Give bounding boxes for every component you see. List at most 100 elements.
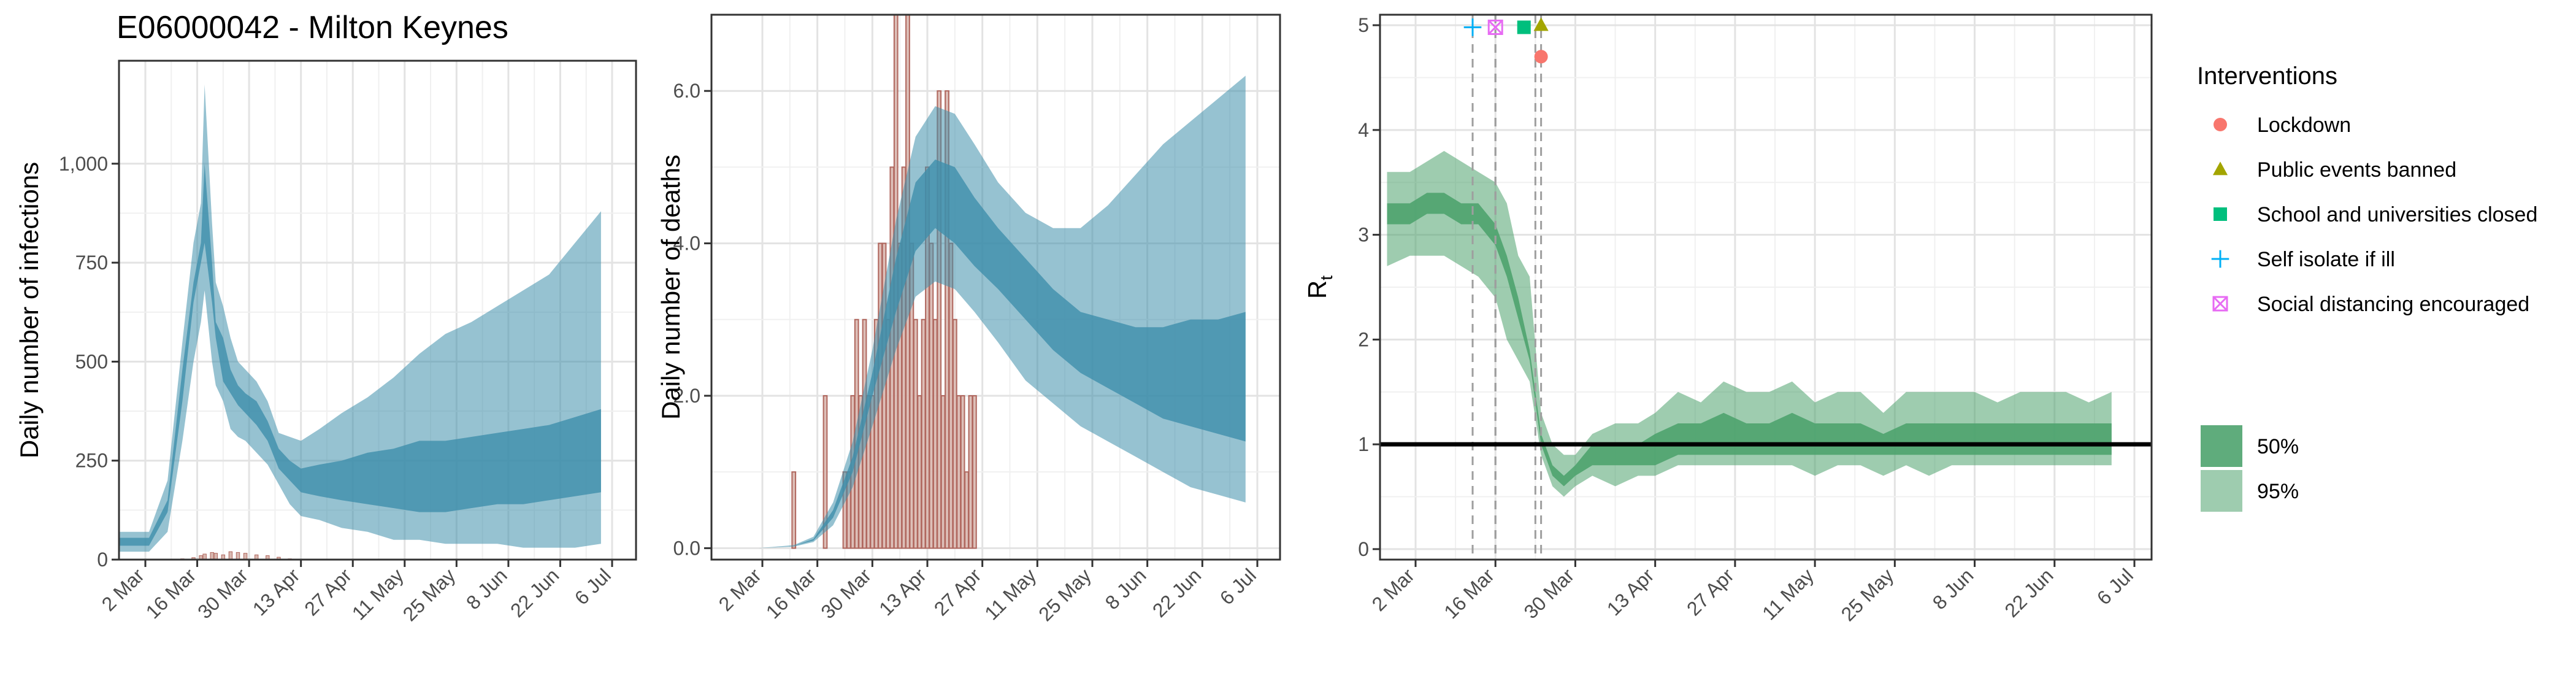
death-bar [917,395,922,549]
deaths-95-band [758,75,1246,549]
death-bar [956,395,962,549]
death-bar [929,242,934,549]
case-bar [228,551,233,560]
boxx-frame [2212,296,2228,312]
y-axis-title: Daily number of infections [15,162,44,458]
death-bar [948,242,954,549]
x-tick-label: 8 Jun [1928,564,1978,614]
death-bar [937,90,942,549]
y-axis-title-subscript: t [1317,276,1336,280]
intervention-marker [1517,20,1531,34]
x-tick-label: 6 Jul [570,564,615,609]
legend-band-swatch [2201,425,2242,467]
death-bar [940,395,946,549]
panel-border [118,60,637,561]
x-tick-label: 22 Jun [2000,564,2057,621]
legend-band-label: 95% [2257,480,2299,503]
death-bar [913,318,918,549]
x-tick-label: 22 Jun [506,564,563,621]
x-tick-label: 11 May [348,564,408,624]
x-tick-label: 25 May [1837,564,1898,625]
y-axis-title: Daily number of deaths [656,155,685,420]
infections-50-band [119,163,601,546]
x-tick-label: 25 May [1034,564,1095,625]
y-tick-label: 5 [1358,14,1369,36]
panel-border [1379,13,2153,561]
x-tick-label: 30 Mar [193,564,252,623]
legend-label: School and universities closed [2257,203,2537,226]
death-bar [791,471,797,549]
x-tick-label: 8 Jun [462,564,512,614]
y-tick-label: 0.0 [673,537,700,559]
legend-label: Social distancing encouraged [2257,293,2529,316]
death-bar [822,395,828,549]
y-tick-label: 4.0 [673,233,700,255]
legend-band-swatch [2201,470,2242,512]
intervention-marker [1534,50,1548,64]
x-tick-label: 27 Apr [300,564,356,620]
death-bar [932,318,938,549]
death-bar [952,318,957,549]
x-tick-label: 13 Apr [875,564,930,620]
infections-95-band [119,84,601,552]
legend-key [2214,118,2227,131]
y-tick-label: 1 [1358,433,1369,455]
panel-border [710,13,1281,561]
legend-band-label: 50% [2257,435,2299,458]
y-tick-label: 2.0 [673,385,700,407]
figure-title: E06000042 - Milton Keynes [117,10,508,45]
death-bar [968,395,973,549]
death-bar [964,471,969,549]
x-tick-label: 16 Mar [142,564,201,623]
death-bar [921,318,926,549]
case-bar [236,552,240,560]
x-tick-label: 30 Mar [816,564,875,623]
death-bar [960,395,965,549]
legend-key [2212,161,2228,175]
y-tick-label: 1,000 [59,153,108,175]
x-tick-label: 2 Mar [1368,564,1419,615]
y-tick-label: 6.0 [673,80,700,102]
x-tick-label: 8 Jun [1101,564,1151,614]
rt-95-band [1387,151,2112,497]
x-tick-label: 22 Jun [1148,564,1205,621]
y-tick-label: 250 [75,450,108,472]
y-tick-label: 2 [1358,328,1369,350]
legend-key [2212,296,2228,312]
boxx-cross [2212,296,2228,312]
death-bar [972,395,977,549]
x-tick-label: 27 Apr [930,564,986,620]
rt-panel: 2 Mar 16 Mar 30 Mar 13 Apr 27 Apr 11 May 25 Ma… [1303,13,2153,625]
boxx-cross [1488,20,1503,35]
x-tick-label: 6 Jul [1216,564,1260,609]
x-tick-label: 2 Mar [715,564,766,615]
x-tick-label: 16 Mar [762,564,821,623]
y-tick-label: 0 [97,549,108,571]
legend-key [2211,250,2229,268]
y-tick-label: 750 [75,252,108,274]
y-tick-label: 500 [75,350,108,372]
legend-key [2214,207,2227,221]
boxx-frame [1487,19,1503,35]
y-tick-label: 0 [1358,538,1369,560]
legend-label: Self isolate if ill [2257,248,2395,271]
intervention-marker [1533,17,1549,31]
x-tick-label: 16 Mar [1439,564,1498,623]
interventions-legend: Interventions Lockdown Public events bann… [2197,63,2537,512]
rt-50-band [1387,193,2112,487]
x-tick-label: 13 Apr [1603,564,1658,620]
deaths-50-band [758,160,1246,549]
case-bar [213,553,218,560]
x-tick-label: 6 Jul [2093,564,2137,609]
intervention-marker [1463,18,1482,36]
x-tick-label: 11 May [980,564,1040,624]
x-tick-label: 13 Apr [248,564,304,620]
intervention-marker [1487,19,1503,35]
y-tick-label: 4 [1358,119,1369,141]
legend-label: Public events banned [2257,158,2456,182]
case-bar [243,553,248,560]
